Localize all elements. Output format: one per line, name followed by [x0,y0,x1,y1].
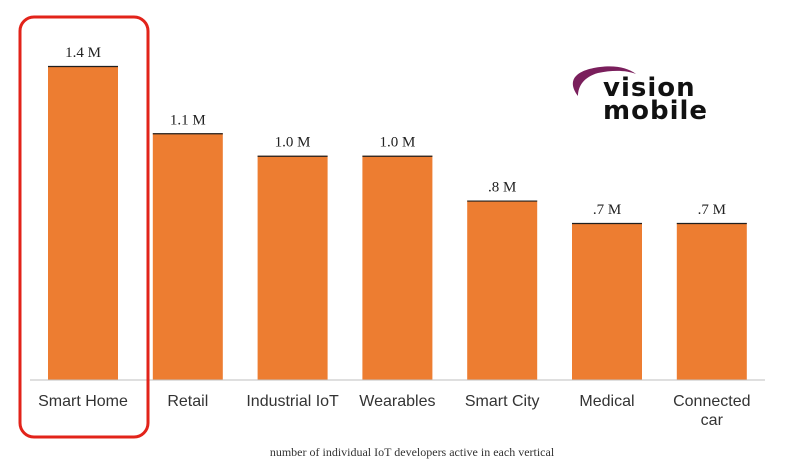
highlight-box [18,15,150,439]
bar-wearables [362,155,433,380]
bar-connected-car [676,223,747,380]
category-label-smart-home: Smart Home [38,393,128,410]
category-label-connected-car: Connected car [673,393,750,429]
logo-line2: mobile [603,96,708,126]
bar-industrial-iot [257,155,328,380]
value-label-connected-car: .7 M [698,202,726,218]
category-label-retail: Retail [167,393,208,410]
chart-caption: number of individual IoT developers acti… [270,445,555,459]
bar-smart-city [467,200,538,380]
bar-smart-home [48,66,118,380]
value-label-industrial-iot: 1.0 M [275,135,311,151]
category-label-industrial-iot: Industrial IoT [246,393,339,410]
bars-group [48,65,747,380]
value-label-wearables: 1.0 M [379,135,415,151]
bar-medical [572,223,642,380]
bar-retail [152,133,223,380]
value-label-smart-city: .8 M [488,180,516,196]
category-label-wearables: Wearables [359,393,435,410]
category-label-medical: Medical [579,393,634,410]
logo-line1: vision [603,73,696,103]
category-labels-group: Smart Home Retail Industrial IoT Wearables S… [38,393,750,429]
value-label-medical: .7 M [593,202,621,218]
category-label-smart-city: Smart City [465,393,540,410]
value-label-smart-home: 1.4 M [65,45,101,61]
vision-mobile-logo: vision mobile [572,66,708,126]
logo-swoosh-icon [572,66,636,96]
value-label-retail: 1.1 M [170,112,206,128]
value-labels-group: 1.4 M 1.1 M 1.0 M 1.0 M .8 M .7 M .7 M [65,45,726,218]
